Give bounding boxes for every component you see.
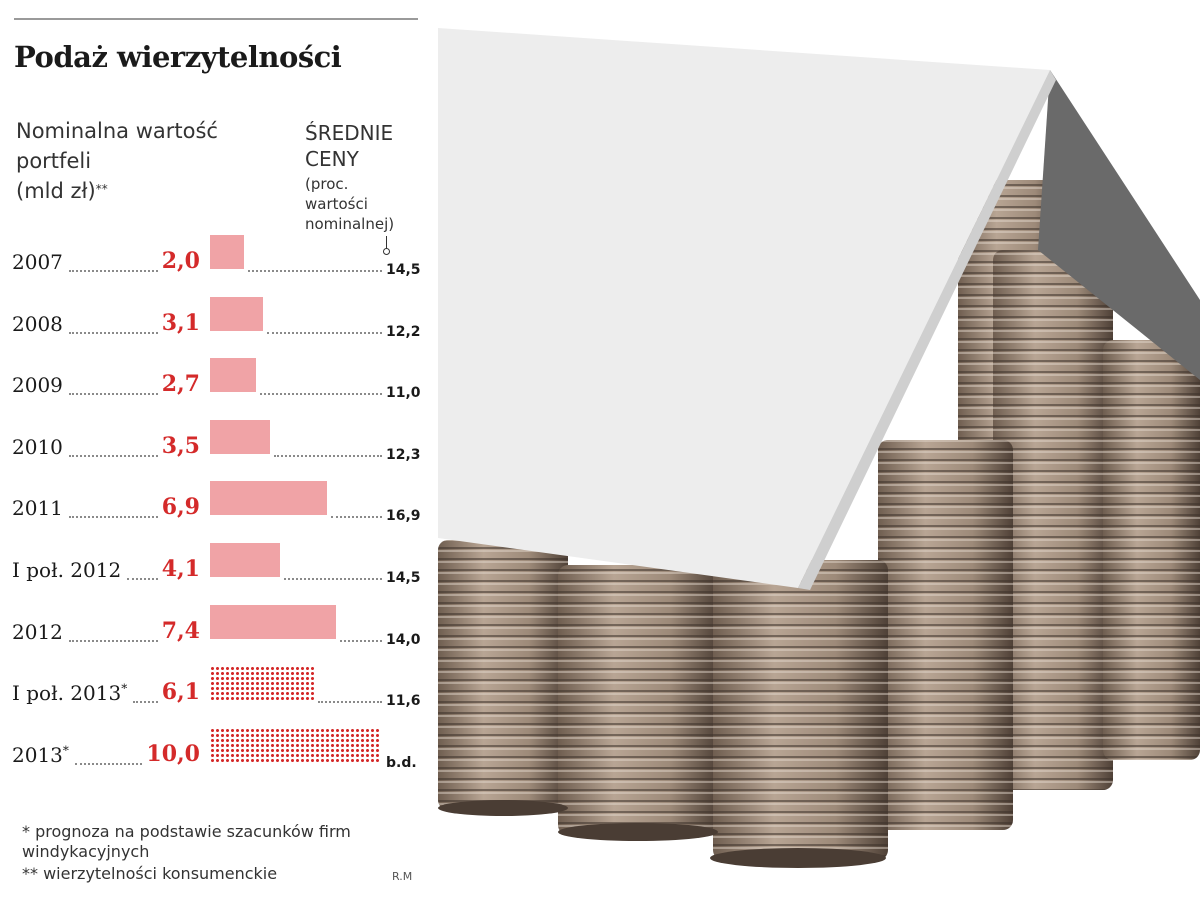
price-label: 11,6 [386, 693, 421, 710]
category-label: 2009 [12, 373, 63, 398]
chart-row: 2007 2,0 14,5 [0, 232, 440, 294]
prices-pointer-line [386, 236, 387, 250]
chart-row: 2013* 10,0 b.d. [0, 725, 440, 787]
chart-row: I poł. 2013* 6,1 11,6 [0, 663, 440, 725]
price-label: 14,0 [386, 631, 421, 648]
bar-chart: 2007 2,0 14,5 2008 3,1 12,2 2009 2,7 11,0 2010 3,5… [0, 0, 440, 906]
value-column-label: Nominalna wartość portfeli (mld zł) [16, 119, 218, 203]
footnote-forecast: * prognoza na podstawie szacunków firm w… [22, 822, 351, 861]
bar [210, 235, 244, 269]
prices-subtitle: (proc. wartości nominalnej) [305, 175, 395, 233]
footnote-consumer: ** wierzytelności konsumenckie [22, 864, 278, 883]
value-label: 3,5 [161, 432, 200, 459]
prices-pointer-head [383, 248, 390, 255]
chart-row: 2012 7,4 14,0 [0, 602, 440, 664]
leader-dots [340, 639, 382, 642]
price-label: b.d. [386, 754, 417, 771]
category-label: I poł. 2012 [12, 558, 122, 582]
chart-row: I poł. 2012 4,1 14,5 [0, 540, 440, 602]
value-label: 6,9 [161, 494, 200, 521]
value-label: 2,7 [161, 371, 200, 398]
leader-dots [248, 270, 382, 272]
chart-title: Podaż wierzytelności [14, 40, 342, 74]
leader-dots [133, 701, 158, 704]
chart-row: 2009 2,7 11,0 [0, 355, 440, 417]
price-label: 14,5 [386, 262, 421, 278]
bar [210, 666, 314, 701]
price-label: 14,5 [386, 570, 421, 586]
value-column-header: Nominalna wartość portfeli (mld zł)** [16, 116, 286, 206]
bar [210, 296, 263, 331]
leader-dots [69, 331, 158, 334]
value-label: 4,1 [161, 556, 200, 582]
bar [210, 604, 336, 639]
leader-dots [267, 331, 382, 334]
chart-row: 2010 3,5 12,3 [0, 417, 440, 479]
value-label: 3,1 [161, 309, 200, 336]
price-label: 12,3 [386, 446, 421, 463]
leader-dots [260, 393, 382, 396]
price-label: 16,9 [386, 508, 421, 525]
leader-dots [69, 393, 158, 396]
category-label: 2013* [12, 742, 69, 767]
leader-dots [69, 270, 158, 272]
value-label: 10,0 [146, 740, 200, 767]
leader-dots [318, 701, 382, 704]
bar [210, 358, 256, 393]
leader-dots [274, 454, 382, 457]
category-label: 2010 [12, 434, 63, 459]
leader-dots [69, 639, 158, 642]
value-label: 7,4 [161, 617, 200, 644]
category-label: 2012 [12, 619, 63, 644]
value-label: 2,0 [161, 248, 200, 274]
footnote-mark: ** [95, 182, 108, 196]
chart-row: 2011 6,9 16,9 [0, 478, 440, 540]
category-label: 2007 [12, 250, 63, 274]
leader-dots [284, 578, 382, 580]
bar [210, 727, 380, 762]
top-rule [14, 18, 418, 20]
leader-dots [331, 516, 382, 519]
value-label: 6,1 [161, 679, 200, 706]
leader-dots [127, 578, 158, 580]
bar [210, 419, 270, 454]
chart-row: 2008 3,1 12,2 [0, 294, 440, 356]
category-label: 2011 [12, 496, 63, 521]
prices-column-header: ŚREDNIE CENY (proc. wartości nominalnej) [305, 120, 425, 234]
category-label: 2008 [12, 311, 63, 336]
house-of-coins-photo [438, 28, 1200, 868]
category-label: I poł. 2013* [12, 681, 128, 706]
leader-dots [69, 516, 158, 519]
leader-dots [69, 454, 158, 457]
author-credit: R.M [392, 870, 413, 883]
leader-dots [75, 762, 142, 765]
prices-title: ŚREDNIE CENY [305, 121, 394, 171]
price-label: 11,0 [386, 385, 421, 402]
price-label: 12,2 [386, 323, 421, 340]
bar [210, 543, 280, 577]
bar [210, 481, 328, 516]
